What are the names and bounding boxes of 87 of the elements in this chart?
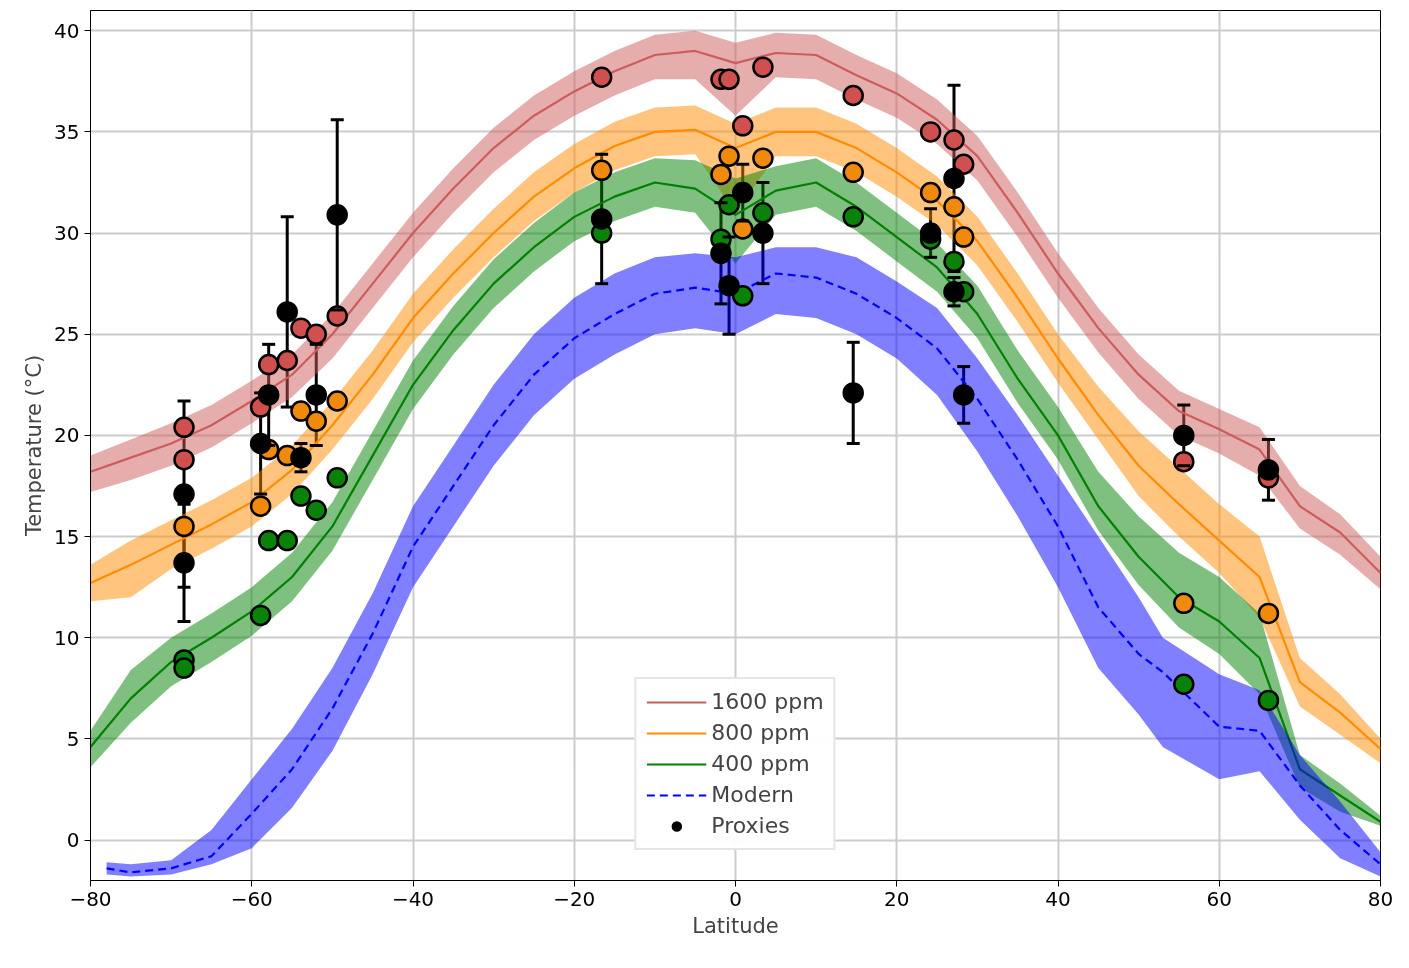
point — [326, 390, 348, 412]
point — [249, 432, 272, 455]
x-tick-label: −40 — [391, 886, 435, 911]
point — [1173, 673, 1195, 695]
y-tick-label: 15 — [54, 524, 80, 549]
point — [276, 349, 298, 372]
point — [952, 226, 975, 248]
y-tick-label: 30 — [54, 221, 80, 246]
y-tick-label: 0 — [66, 828, 80, 853]
point — [257, 529, 280, 552]
y-tick-label: 10 — [54, 625, 80, 650]
point — [842, 84, 864, 107]
point — [305, 323, 327, 345]
point — [752, 222, 774, 244]
point — [290, 400, 312, 422]
point — [919, 222, 942, 244]
point — [290, 485, 312, 507]
point — [305, 410, 327, 432]
legend-label: 400 ppm — [711, 751, 810, 776]
point — [732, 218, 754, 240]
legend-label: 800 ppm — [711, 720, 810, 745]
point — [732, 285, 754, 307]
point — [590, 208, 613, 230]
point — [732, 115, 754, 137]
y-axis-title: Temperature (°C) — [22, 354, 47, 538]
point — [1173, 424, 1195, 447]
point — [952, 384, 975, 406]
y-tick-label: 20 — [54, 423, 80, 448]
x-tick-label: 20 — [884, 886, 910, 911]
point — [952, 153, 975, 175]
point — [276, 301, 298, 323]
point — [943, 167, 965, 190]
x-axis-title: Latitude — [692, 913, 779, 938]
point — [290, 446, 312, 469]
point — [305, 384, 327, 406]
point — [173, 552, 195, 574]
x-tick-label: −80 — [69, 886, 112, 911]
x-tick-label: −20 — [553, 886, 596, 911]
x-tick-label: 80 — [1367, 886, 1394, 911]
point — [173, 416, 195, 439]
x-tick-label: 60 — [1206, 886, 1232, 911]
point — [943, 250, 965, 273]
point — [173, 448, 195, 471]
point — [1257, 602, 1280, 625]
point — [590, 66, 613, 88]
x-tick-label: 40 — [1045, 886, 1071, 911]
point — [943, 129, 965, 151]
point — [710, 163, 732, 186]
point — [842, 206, 864, 228]
y-tick-label: 35 — [54, 119, 80, 144]
point — [842, 382, 864, 404]
point — [257, 353, 280, 376]
point — [249, 495, 272, 517]
y-tick-label: 25 — [54, 322, 80, 347]
legend-label: Modern — [711, 782, 794, 807]
point — [752, 202, 774, 224]
point — [842, 161, 864, 184]
point — [1257, 459, 1280, 481]
x-tick-label: 0 — [729, 886, 742, 911]
point — [1257, 689, 1280, 712]
point — [718, 145, 740, 167]
point — [590, 159, 613, 182]
point — [732, 181, 754, 204]
point — [718, 68, 740, 91]
point — [752, 147, 774, 169]
x-tick-label: −60 — [230, 886, 273, 911]
point — [305, 499, 327, 521]
point — [276, 529, 298, 552]
point — [943, 281, 965, 303]
point — [710, 242, 732, 265]
legend-label: 1600 ppm — [711, 689, 824, 714]
legend-label: Proxies — [711, 813, 790, 838]
point — [919, 181, 942, 204]
y-tick-label: 5 — [66, 726, 80, 751]
point — [173, 483, 195, 505]
y-tick-label: 40 — [54, 18, 80, 43]
point — [249, 604, 272, 627]
point — [173, 657, 195, 679]
point — [173, 515, 195, 538]
point — [752, 56, 774, 78]
point — [257, 384, 280, 406]
point — [943, 196, 965, 218]
point — [326, 204, 348, 226]
point — [326, 467, 348, 489]
point — [1173, 592, 1195, 615]
point — [919, 121, 942, 143]
point — [718, 274, 740, 297]
